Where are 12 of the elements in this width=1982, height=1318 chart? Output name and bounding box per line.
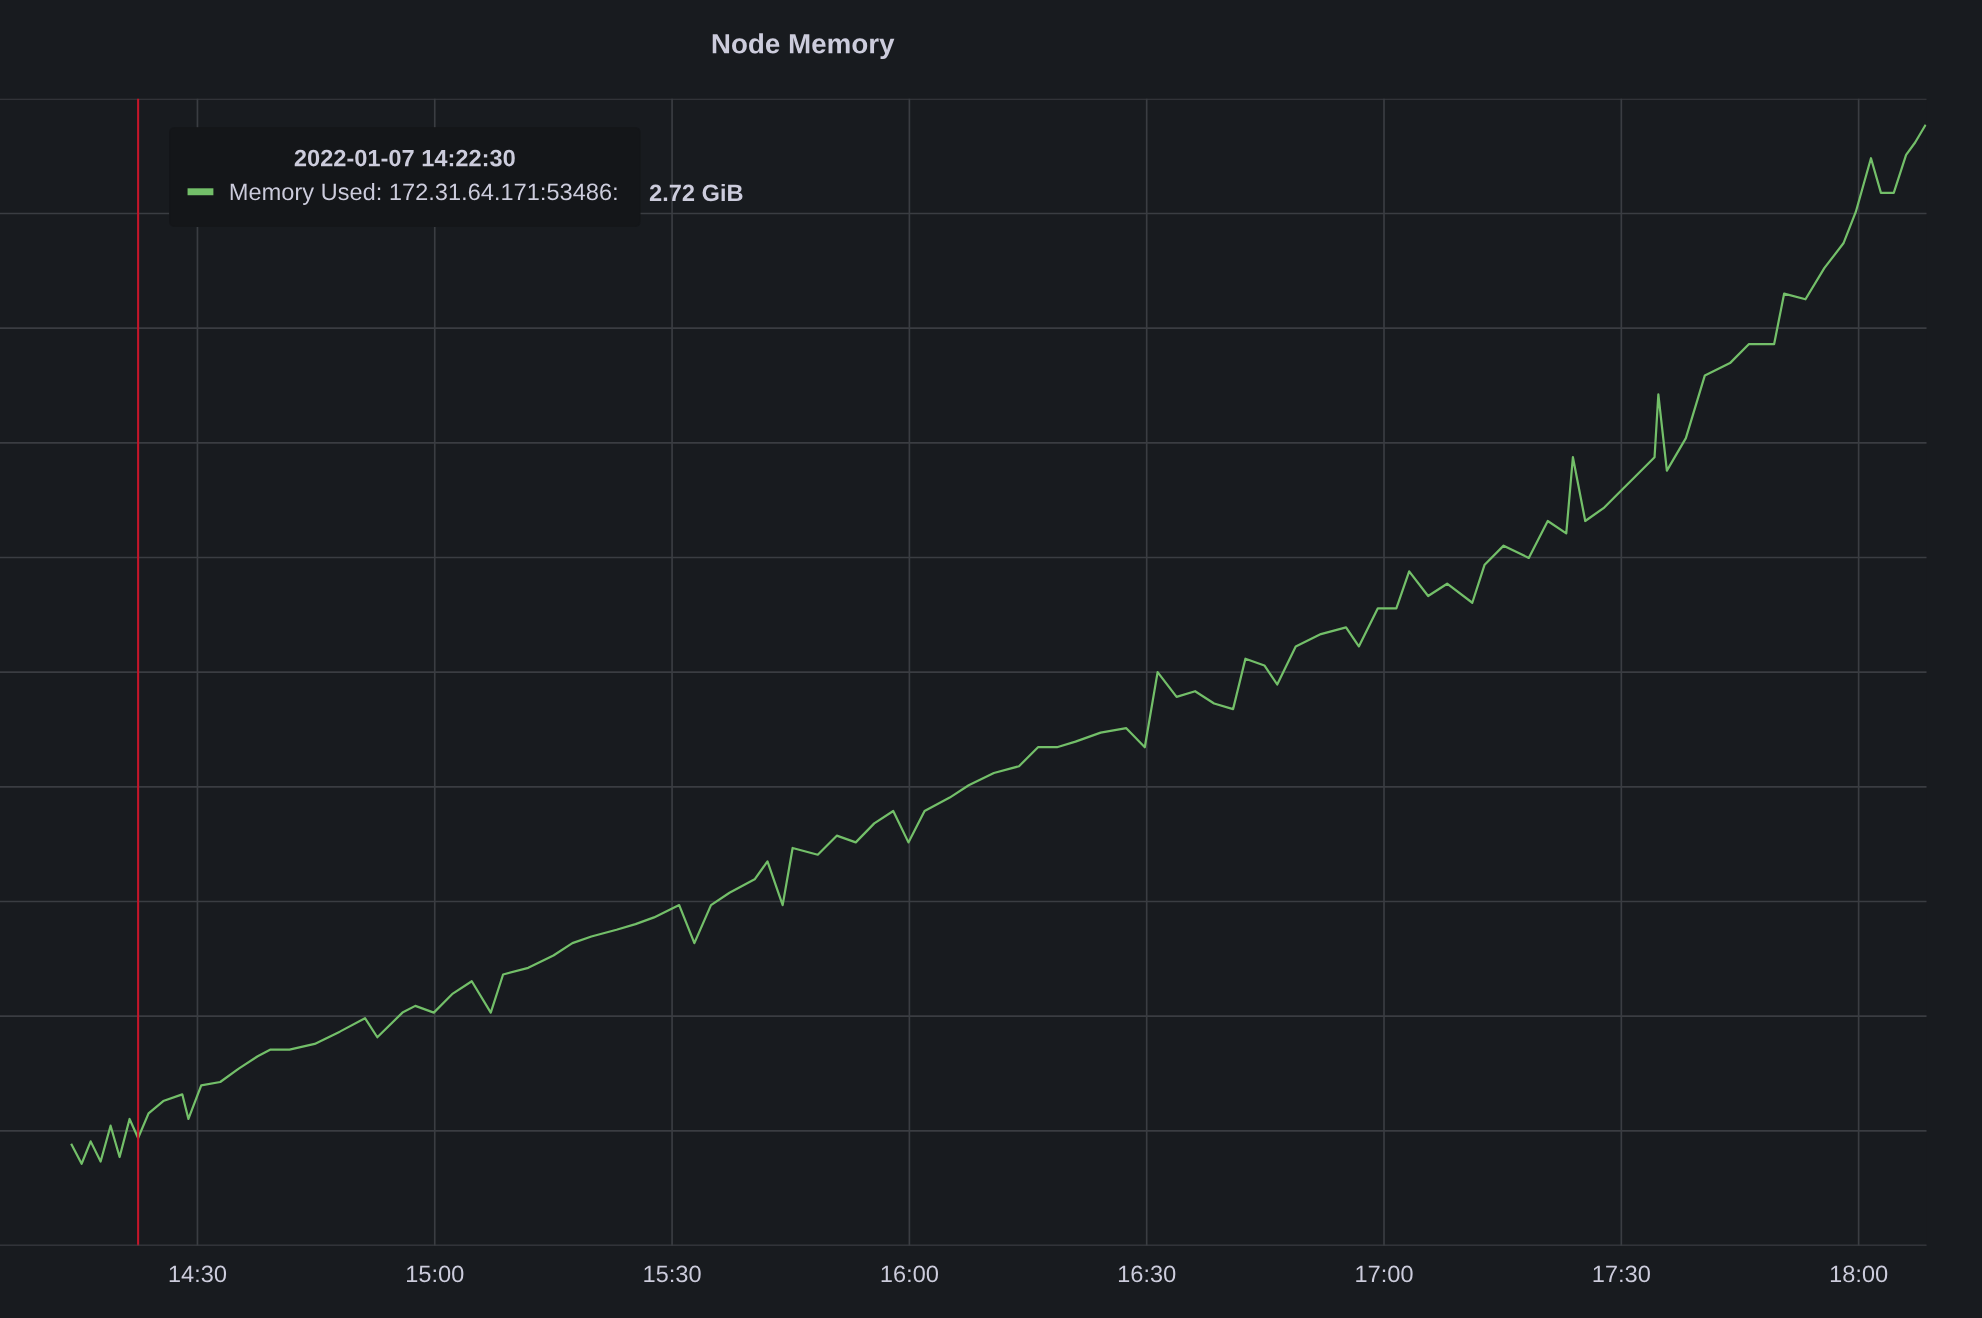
legend-label: Memory Used: 172.31.64.171:53486: — [230, 182, 617, 205]
x-tick-label: 16:00 — [881, 1265, 938, 1283]
chart-title: Node Memory — [712, 33, 895, 60]
x-tick-label: 15:30 — [644, 1265, 701, 1283]
x-tick-label: 18:00 — [1830, 1265, 1888, 1283]
x-tick-label: 16:30 — [1118, 1265, 1176, 1283]
x-tick-label: 17:00 — [1356, 1265, 1413, 1283]
annotation: 2.72 GiB — [649, 183, 743, 202]
x-tick-label: 17:30 — [1593, 1265, 1650, 1283]
legend-title: 2022-01-07 14:22:30 — [294, 149, 515, 167]
x-tick-label: 15:00 — [407, 1265, 464, 1283]
x-tick-label: 14:30 — [169, 1265, 227, 1283]
